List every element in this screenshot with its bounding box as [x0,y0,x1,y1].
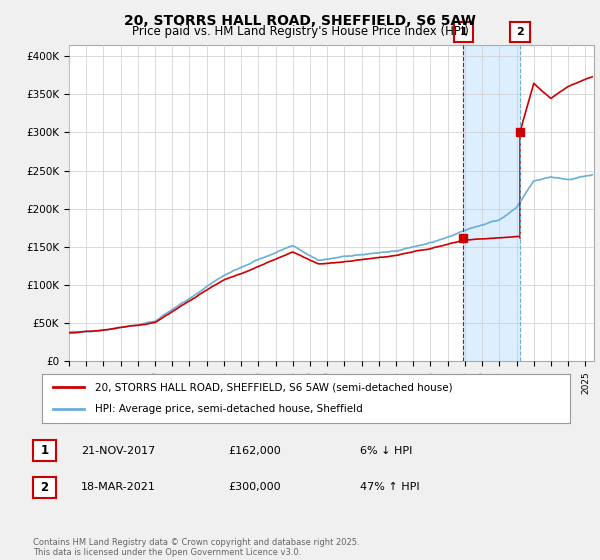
Text: 1: 1 [460,27,467,37]
Text: £162,000: £162,000 [228,446,281,456]
Text: 6% ↓ HPI: 6% ↓ HPI [360,446,412,456]
Text: 20, STORRS HALL ROAD, SHEFFIELD, S6 5AW: 20, STORRS HALL ROAD, SHEFFIELD, S6 5AW [124,14,476,28]
Text: 1: 1 [40,444,49,458]
Text: Contains HM Land Registry data © Crown copyright and database right 2025.
This d: Contains HM Land Registry data © Crown c… [33,538,359,557]
Text: 2: 2 [40,480,49,494]
Text: £300,000: £300,000 [228,482,281,492]
Text: Price paid vs. HM Land Registry's House Price Index (HPI): Price paid vs. HM Land Registry's House … [131,25,469,38]
Text: 20, STORRS HALL ROAD, SHEFFIELD, S6 5AW (semi-detached house): 20, STORRS HALL ROAD, SHEFFIELD, S6 5AW … [95,382,452,393]
Text: 18-MAR-2021: 18-MAR-2021 [81,482,156,492]
Text: 2: 2 [516,27,524,37]
Text: HPI: Average price, semi-detached house, Sheffield: HPI: Average price, semi-detached house,… [95,404,362,414]
Text: 21-NOV-2017: 21-NOV-2017 [81,446,155,456]
Text: 47% ↑ HPI: 47% ↑ HPI [360,482,419,492]
Bar [463,45,520,361]
